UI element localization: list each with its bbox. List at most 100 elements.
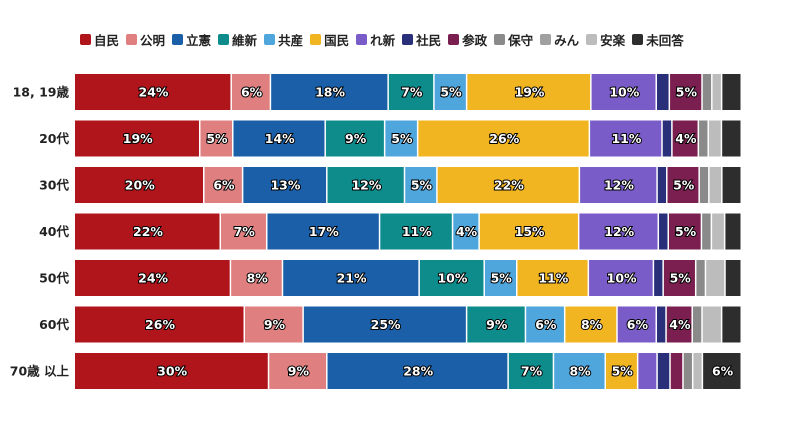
bar-segment [657, 353, 670, 389]
legend-item: 公明 [126, 30, 165, 49]
bar-segment [243, 167, 327, 203]
data-label: 17% [309, 224, 339, 239]
data-label: 6% [213, 178, 235, 193]
bar-segment [231, 74, 270, 110]
bar-segment [200, 120, 232, 157]
data-label: 20% [125, 178, 155, 193]
bar-segment [670, 74, 702, 110]
data-label: 19% [515, 85, 545, 100]
data-label: 5% [491, 271, 513, 286]
data-label: 10% [437, 271, 467, 286]
bar-segment [565, 306, 617, 343]
legend-swatch [356, 34, 368, 45]
bar-segment [654, 260, 663, 296]
bar-segment [303, 306, 466, 343]
legend-swatch [494, 34, 506, 45]
legend-label: 共産 [278, 33, 304, 48]
data-label: 12% [604, 178, 634, 193]
bar-segment [722, 167, 741, 203]
legend-item: 立憲 [172, 30, 211, 49]
category-label: 50代 [39, 271, 69, 286]
legend-label: 安楽 [600, 33, 626, 48]
bar-segment [327, 167, 404, 203]
data-label: 6% [627, 317, 649, 332]
bar-segment [75, 306, 244, 343]
data-label: 22% [494, 178, 524, 193]
bar-segment [702, 213, 711, 250]
bar-segment [659, 213, 668, 250]
legend-label: 国民 [324, 33, 350, 48]
data-label: 18% [315, 85, 345, 100]
bar-segment [666, 306, 692, 343]
bar-segment [638, 353, 657, 389]
data-label: 28% [403, 364, 433, 379]
data-label: 9% [345, 131, 367, 146]
bar-segment [434, 74, 466, 110]
bar-segment [706, 260, 725, 296]
data-label: 6% [712, 364, 734, 379]
legend-item: 維新 [218, 30, 257, 49]
data-label: 30% [157, 364, 187, 379]
legend-item: みん [540, 30, 579, 49]
bar-segment [590, 120, 662, 157]
data-label: 6% [535, 317, 557, 332]
bar-segment [683, 353, 692, 389]
data-label: 21% [337, 271, 367, 286]
legend-swatch [126, 34, 138, 45]
data-label: 9% [288, 364, 310, 379]
data-label: 19% [123, 131, 153, 146]
bar-segment [327, 353, 508, 389]
category-label: 60代 [39, 317, 69, 332]
data-label: 24% [138, 271, 168, 286]
data-label: 7% [401, 85, 423, 100]
data-label: 22% [133, 224, 163, 239]
legend-label: 公明 [140, 33, 166, 48]
legend-label: 保守 [508, 33, 534, 48]
data-label: 10% [607, 271, 637, 286]
data-label: 7% [234, 224, 256, 239]
bar-segment [696, 260, 705, 296]
bar-segment [579, 213, 658, 250]
legend-swatch [264, 34, 276, 45]
bar-segment [75, 120, 199, 157]
data-label: 7% [521, 364, 543, 379]
legend-item: 保守 [494, 30, 533, 49]
bar-segment [271, 74, 388, 110]
bar-segment [75, 213, 220, 250]
bar-segment [75, 353, 268, 389]
bar-segment [712, 213, 724, 250]
legend-swatch [586, 34, 598, 45]
data-label: 8% [247, 271, 269, 286]
legend-item: 社民 [402, 30, 441, 49]
bar-segment [692, 306, 702, 343]
bar-segment [267, 213, 379, 250]
bar-segment [591, 74, 656, 110]
legend-swatch [632, 34, 644, 45]
bar-segment [388, 74, 434, 110]
bar-segment [699, 120, 708, 157]
bar-segment [580, 167, 657, 203]
data-label: 15% [515, 224, 545, 239]
legend-swatch [310, 34, 322, 45]
bar-segment [75, 167, 204, 203]
data-label: 5% [411, 178, 433, 193]
bar-segment [405, 167, 437, 203]
legend-item: 自民 [80, 30, 119, 49]
bar-segment [670, 353, 683, 389]
bar-segment [722, 74, 741, 110]
data-label: 10% [609, 85, 639, 100]
bar-segment [517, 260, 588, 296]
data-label: 8% [569, 364, 591, 379]
data-label: 11% [611, 131, 641, 146]
legend-swatch [80, 34, 91, 45]
bar-segment [75, 74, 231, 110]
data-label: 5% [670, 271, 692, 286]
legend-label: 未回答 [646, 33, 684, 48]
bar-segment [667, 167, 699, 203]
legend-swatch [402, 34, 414, 45]
bar-segment [418, 120, 589, 157]
bar-segment [221, 213, 266, 250]
legend-swatch [218, 34, 230, 45]
